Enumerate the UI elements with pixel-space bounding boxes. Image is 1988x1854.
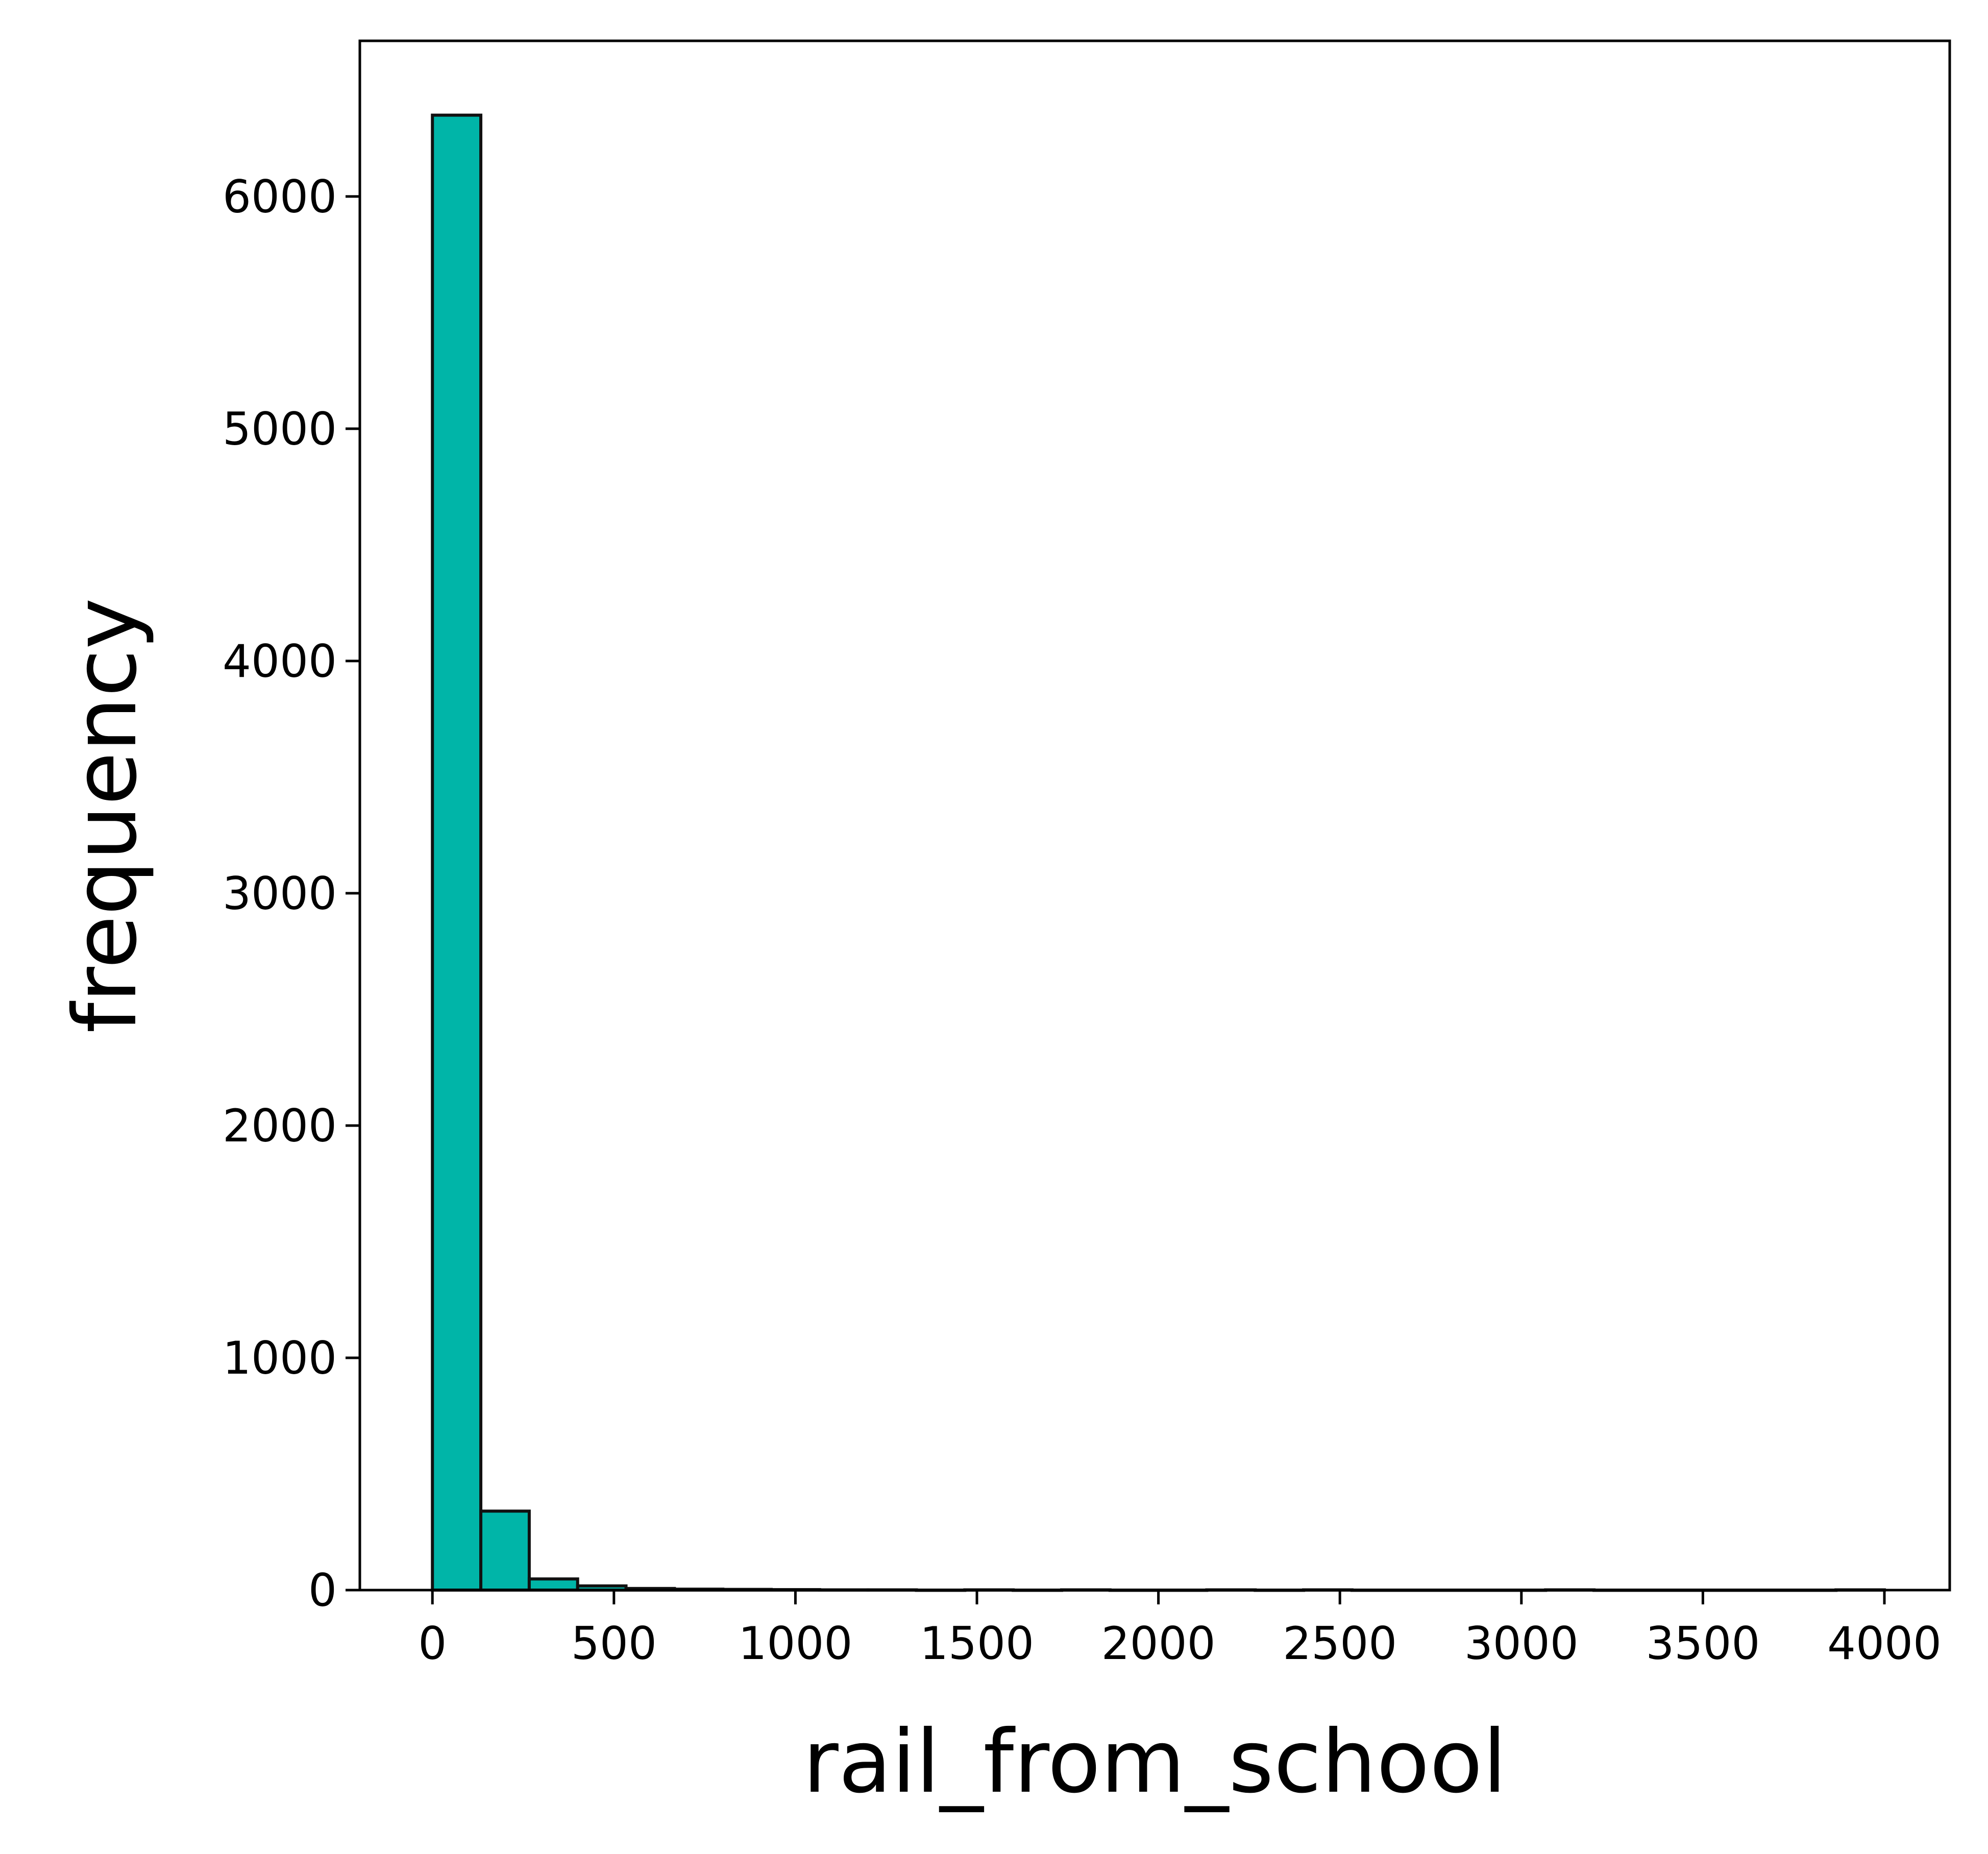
x-tick-label: 3000 — [1464, 1617, 1579, 1670]
histogram-bar — [479, 1509, 531, 1592]
y-tick-label: 5000 — [223, 403, 337, 455]
bars-group — [431, 113, 1886, 1592]
y-axis-label: frequency — [55, 598, 156, 1033]
x-tick-label: 500 — [571, 1617, 657, 1670]
y-tick-label: 0 — [308, 1564, 337, 1617]
y-tick-label: 2000 — [223, 1100, 337, 1152]
x-tick-label: 3500 — [1646, 1617, 1760, 1670]
histogram-bar — [527, 1577, 579, 1592]
x-tick-label: 4000 — [1827, 1617, 1942, 1670]
histogram-bar — [431, 113, 483, 1592]
y-tick-label: 6000 — [223, 170, 337, 223]
x-tick-label: 2500 — [1283, 1617, 1397, 1670]
y-tick-label: 1000 — [223, 1332, 337, 1384]
x-tick-label: 1500 — [920, 1617, 1034, 1670]
x-ticks-group: 0 500 1000 1500 2000 2500 3000 3500 4000 — [418, 1590, 1942, 1670]
x-tick-label: 0 — [418, 1617, 447, 1670]
x-axis-label: rail_from_school — [803, 1712, 1507, 1813]
y-ticks-group: 0 1000 2000 3000 4000 5000 6000 — [223, 170, 360, 1617]
plot-frame — [358, 39, 1951, 1592]
y-tick-label: 3000 — [223, 867, 337, 920]
x-tick-label: 1000 — [738, 1617, 852, 1670]
y-tick-label: 4000 — [223, 635, 337, 688]
x-tick-label: 2000 — [1101, 1617, 1216, 1670]
